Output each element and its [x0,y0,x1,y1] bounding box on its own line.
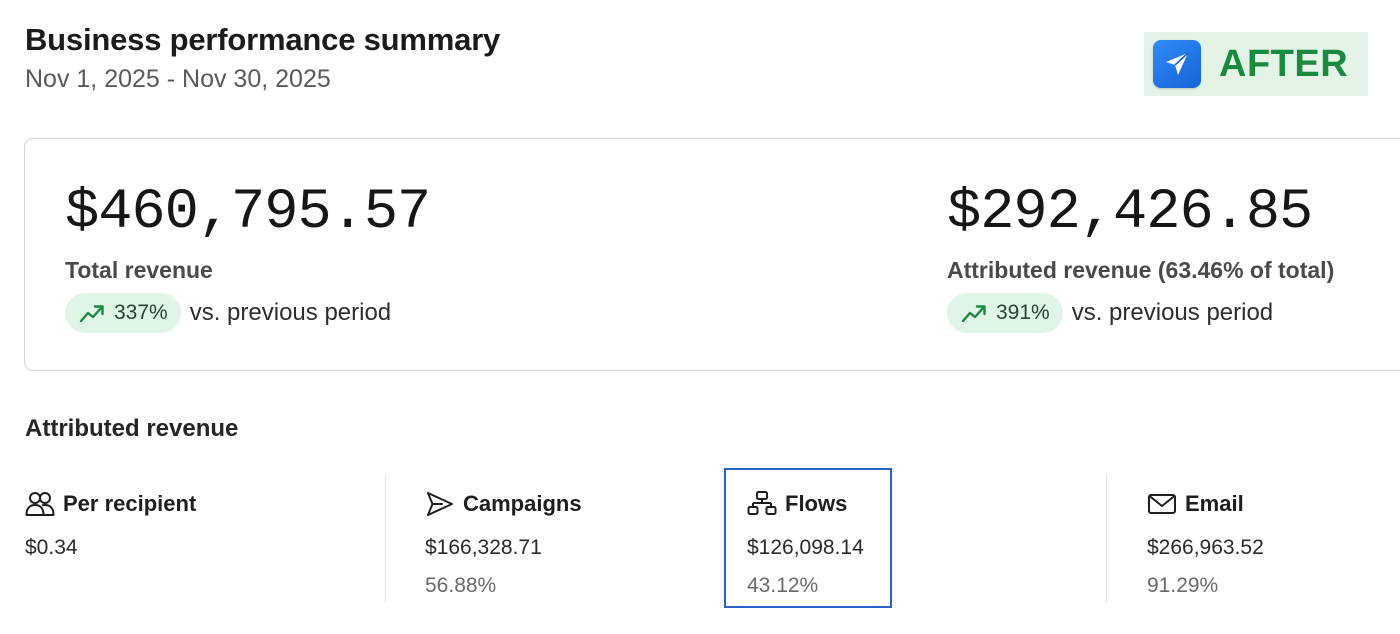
kpi-label: Attributed revenue (63.46% of total) [947,257,1335,283]
metric-value: $266,963.52 [1147,536,1264,559]
kpi-change: 337% vs. previous period [65,293,391,333]
people-icon [25,492,55,516]
metric-flows[interactable]: Flows $126,098.14 43.12% [747,474,864,597]
change-percent: 391% [996,301,1050,324]
kpi-label: Total revenue [65,257,213,283]
kpi-change: 391% vs. previous period [947,293,1273,333]
column-divider [1106,474,1107,602]
mail-icon [1148,494,1176,514]
metric-per-recipient[interactable]: Per recipient $0.34 [25,474,197,559]
metric-title: Email [1185,491,1244,516]
metric-percent: 56.88% [425,574,497,597]
change-pill: 337% [65,293,181,333]
metric-value: $166,328.71 [425,536,542,559]
metric-value: $0.34 [25,536,78,559]
date-range[interactable]: Nov 1, 2025 - Nov 30, 2025 [25,65,331,93]
section-title: Attributed revenue [25,415,239,442]
trend-up-icon [961,305,986,323]
send-icon [427,492,453,516]
change-percent: 337% [114,301,168,324]
flow-icon [747,491,777,515]
kpi-card: $460,795.57 Total revenue 337% vs. previ… [24,138,1400,371]
metric-value: $126,098.14 [747,536,864,559]
metric-campaigns[interactable]: Campaigns $166,328.71 56.88% [425,474,582,597]
column-divider [385,474,386,602]
metric-percent: 43.12% [747,574,819,597]
kpi-value: $292,426.85 [947,181,1313,245]
metric-title: Flows [785,491,848,516]
trend-up-icon [79,305,104,323]
metric-email[interactable]: Email $266,963.52 91.29% [1147,474,1264,597]
paper-plane-icon [1153,40,1201,88]
metric-title: Campaigns [463,491,582,516]
flows-highlight-box [724,468,892,608]
comparison-text: vs. previous period [1071,299,1274,326]
comparison-text: vs. previous period [189,299,392,326]
page-title: Business performance summary [25,22,501,57]
change-pill: 391% [947,293,1063,333]
after-label: AFTER [1219,42,1349,85]
metric-title: Per recipient [63,491,197,516]
metric-percent: 91.29% [1147,574,1219,597]
kpi-value: $460,795.57 [65,181,431,245]
after-badge: AFTER [1144,32,1368,96]
